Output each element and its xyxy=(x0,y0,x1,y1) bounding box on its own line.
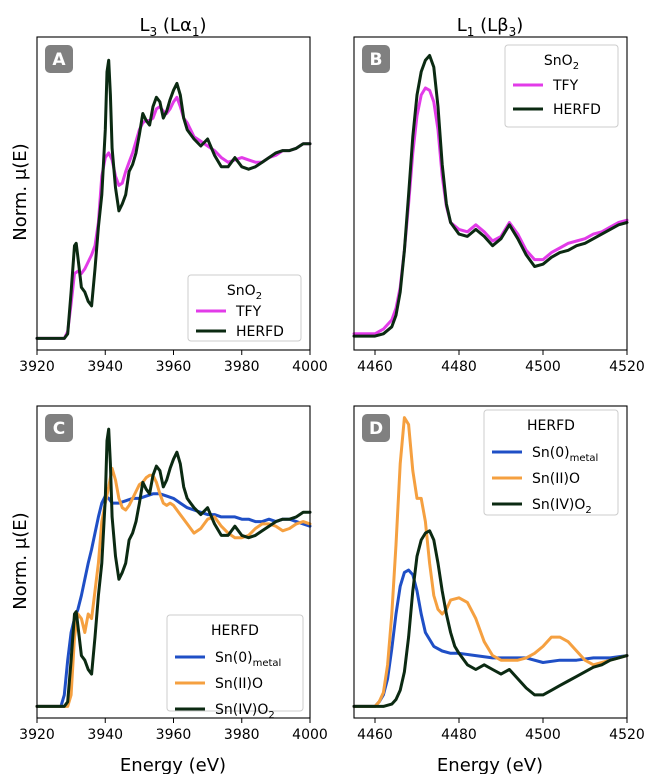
legend-label: HERFD xyxy=(236,324,284,340)
x-tick-label: 4520 xyxy=(609,359,645,375)
x-tick-label: 3980 xyxy=(224,359,260,375)
x-tick-label: 4000 xyxy=(292,359,328,375)
xlabel-panel-c: Energy (eV) xyxy=(120,755,226,774)
panel-badge xyxy=(45,414,73,442)
x-tick-label: 4460 xyxy=(357,727,393,743)
ylabel-panel-c: Norm. μ(E) xyxy=(10,512,31,609)
legend-box xyxy=(187,274,302,342)
x-tick-label: 4480 xyxy=(441,359,477,375)
series-line-d-1 xyxy=(352,416,629,708)
panel-a: 3920 3940 3960 3980 4000 A SnO2 TFY HERFD xyxy=(19,36,328,375)
series-line-c-0 xyxy=(35,492,312,708)
panel-b: 4460 4480 4500 4520 B SnO2 TFY HERFD xyxy=(352,36,645,375)
panel-c: 3920 3940 3960 3980 4000 C HERFD Sn(0)metal Sn(I… xyxy=(19,405,328,743)
legend-box xyxy=(166,614,304,712)
x-tick-label: 4000 xyxy=(292,727,328,743)
x-tick-label: 3960 xyxy=(156,359,192,375)
x-tick-label: 3920 xyxy=(19,359,55,375)
legend-label: HERFD xyxy=(553,102,601,118)
plot-frame xyxy=(353,405,628,719)
x-tick-label: 3960 xyxy=(156,727,192,743)
x-tick-label: 3980 xyxy=(224,727,260,743)
legend-label: Sn(II)O xyxy=(532,471,580,487)
legend-label: Sn(0)metal xyxy=(532,445,598,464)
x-tick-label: 3920 xyxy=(19,727,55,743)
series-line-d-0 xyxy=(352,568,629,708)
x-tick-label: 4500 xyxy=(525,359,561,375)
legend: SnO2 TFY HERFD xyxy=(187,274,302,342)
column-title-l3: L3 (Lα1) xyxy=(140,15,207,39)
ylabel-panel-a: Norm. μ(E) xyxy=(10,143,31,240)
series-line-d-2 xyxy=(352,529,629,708)
legend-label: Sn(II)O xyxy=(215,676,263,692)
legend-label: TFY xyxy=(235,304,262,320)
panel-d: 4460 4480 4500 4520 D HERFD Sn(0)metal Sn(II)O S… xyxy=(352,405,645,743)
series-line-a-0 xyxy=(35,95,312,340)
panel-badge-label: C xyxy=(53,419,65,439)
x-tick-label: 4500 xyxy=(525,727,561,743)
panel-badge xyxy=(362,414,390,442)
column-title-l1: L1 (Lβ3) xyxy=(457,15,524,39)
legend-title: SnO2 xyxy=(227,283,262,302)
legend-title: HERFD xyxy=(211,623,259,639)
x-tick-label: 3940 xyxy=(87,727,123,743)
legend-title: HERFD xyxy=(527,418,575,434)
x-tick-label: 4520 xyxy=(609,727,645,743)
legend: HERFD Sn(0)metal Sn(II)O Sn(IV)O2 xyxy=(483,409,619,516)
legend-box xyxy=(504,44,619,128)
series-line-b-1 xyxy=(352,54,629,338)
series-line-c-2 xyxy=(35,427,312,708)
plot-frame xyxy=(353,36,628,351)
legend-title: SnO2 xyxy=(544,53,579,72)
x-tick-label: 4460 xyxy=(357,359,393,375)
x-tick-label: 3940 xyxy=(87,359,123,375)
panel-badge-label: B xyxy=(370,50,383,70)
panel-badge-label: A xyxy=(52,50,66,70)
series-line-a-1 xyxy=(35,58,312,340)
legend-label: Sn(0)metal xyxy=(215,650,281,669)
x-tick-label: 4480 xyxy=(441,727,477,743)
panel-badge xyxy=(362,45,390,73)
legend: SnO2 TFY HERFD xyxy=(504,44,619,128)
xlabel-panel-d: Energy (eV) xyxy=(437,755,543,774)
legend-label: TFY xyxy=(552,78,579,94)
legend-label: Sn(IV)O2 xyxy=(532,497,592,516)
panel-badge-label: D xyxy=(369,419,383,439)
legend: HERFD Sn(0)metal Sn(II)O Sn(IV)O2 xyxy=(166,614,304,721)
legend-box xyxy=(483,409,619,516)
legend-label: Sn(IV)O2 xyxy=(215,702,275,721)
panel-badge xyxy=(45,45,73,73)
